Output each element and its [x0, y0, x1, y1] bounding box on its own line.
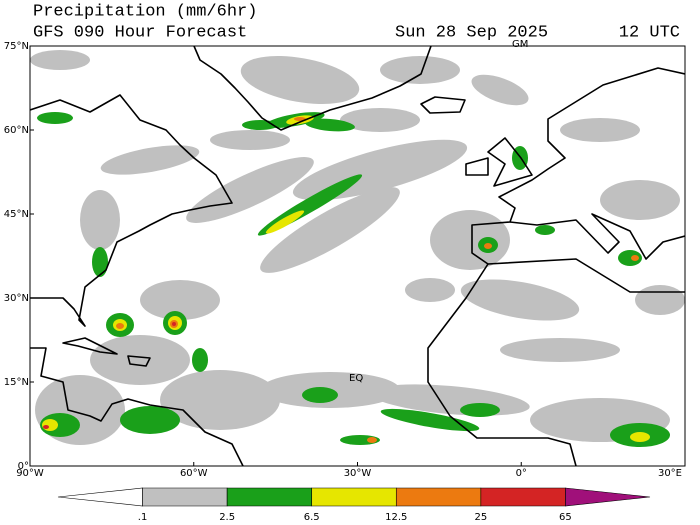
- precip-area: [160, 370, 280, 430]
- lon-label: 30°E: [658, 468, 682, 479]
- precip-area: [340, 108, 420, 132]
- lon-label: 60°W: [180, 468, 208, 479]
- precip-area: [618, 250, 642, 266]
- lat-label: 0°: [18, 461, 29, 472]
- lat-label: 60°N: [4, 125, 29, 136]
- precip-area: [305, 118, 355, 132]
- coastline-britain: [487, 137, 533, 187]
- color-legend: .1 2.5 6.5 12.5 25 65: [57, 487, 651, 523]
- precip-area: [192, 348, 208, 372]
- lon-label: 0°: [516, 468, 527, 479]
- precip-area: [380, 408, 480, 432]
- precip-area: [500, 338, 620, 362]
- precip-area: [430, 210, 510, 270]
- forecast-time: 12 UTC: [619, 23, 680, 42]
- forecast-date: Sun 28 Sep 2025: [395, 23, 548, 42]
- lat-label: 15°N: [4, 377, 29, 388]
- coastline-iceland: [420, 96, 466, 114]
- precip-area: [630, 432, 650, 442]
- coastline-mediterranean-north: [509, 213, 685, 260]
- precip-area: [560, 118, 640, 142]
- coastline-europe-africa: [427, 67, 685, 466]
- precip-area: [265, 210, 305, 234]
- precip-area: [120, 406, 180, 434]
- precip-area: [405, 278, 455, 302]
- precip-area: [30, 50, 90, 70]
- legend-label: 12.5: [385, 512, 407, 523]
- legend-swatch: [565, 487, 651, 507]
- legend-label: 2.5: [219, 512, 235, 523]
- precip-area: [367, 437, 377, 443]
- legend-swatch: [57, 487, 143, 507]
- precip-area: [460, 403, 500, 417]
- legend-label: 6.5: [304, 512, 320, 523]
- precip-area: [172, 322, 176, 326]
- map-subtitle: GFS 090 Hour Forecast: [33, 23, 247, 42]
- precip-area: [631, 255, 639, 261]
- precip-area: [635, 285, 685, 315]
- marker-label: GM: [512, 39, 528, 50]
- coastline-cuba: [62, 337, 118, 355]
- precip-area: [43, 425, 49, 429]
- marker-label: EQ: [349, 373, 363, 384]
- precip-area: [100, 145, 200, 175]
- precip-area: [535, 225, 555, 235]
- precip-area: [600, 180, 680, 220]
- coastline-north-america: [30, 94, 233, 327]
- lat-label: 45°N: [4, 209, 29, 220]
- precip-area: [92, 247, 108, 277]
- coastline-ireland: [465, 157, 489, 176]
- coastline-central-south-america: [30, 347, 244, 466]
- legend-label: 65: [559, 512, 572, 523]
- precip-area: [90, 335, 190, 385]
- precip-area: [460, 279, 580, 321]
- precip-area: [42, 419, 58, 431]
- coastline-hispaniola: [127, 355, 151, 367]
- precip-area: [240, 55, 360, 105]
- legend-label: .1: [138, 512, 148, 523]
- legend-swatch: [311, 487, 397, 507]
- precip-area: [80, 190, 120, 250]
- precip-area: [116, 323, 124, 329]
- coastline-mediterranean-south: [487, 258, 685, 293]
- lat-label: 30°N: [4, 293, 29, 304]
- coastlines: [30, 46, 685, 466]
- legend-swatch: [142, 487, 228, 507]
- precip-area: [302, 387, 338, 403]
- legend-swatch: [395, 487, 482, 507]
- lat-label: 75°N: [4, 41, 29, 52]
- precip-area: [210, 130, 290, 150]
- precip-area: [380, 56, 460, 84]
- precip-area: [260, 187, 400, 273]
- precip-area: [140, 280, 220, 320]
- map-title: Precipitation (mm/6hr): [33, 2, 257, 21]
- precip-area: [37, 112, 73, 124]
- coastline-greenland: [193, 46, 432, 131]
- lon-label: 90°W: [16, 468, 44, 479]
- precip-area: [471, 74, 529, 106]
- legend-swatch: [480, 487, 566, 507]
- legend-swatch: [226, 487, 313, 507]
- lon-label: 30°W: [344, 468, 372, 479]
- legend-label: 25: [474, 512, 487, 523]
- precip-area: [186, 157, 314, 223]
- precip-area: [484, 243, 492, 249]
